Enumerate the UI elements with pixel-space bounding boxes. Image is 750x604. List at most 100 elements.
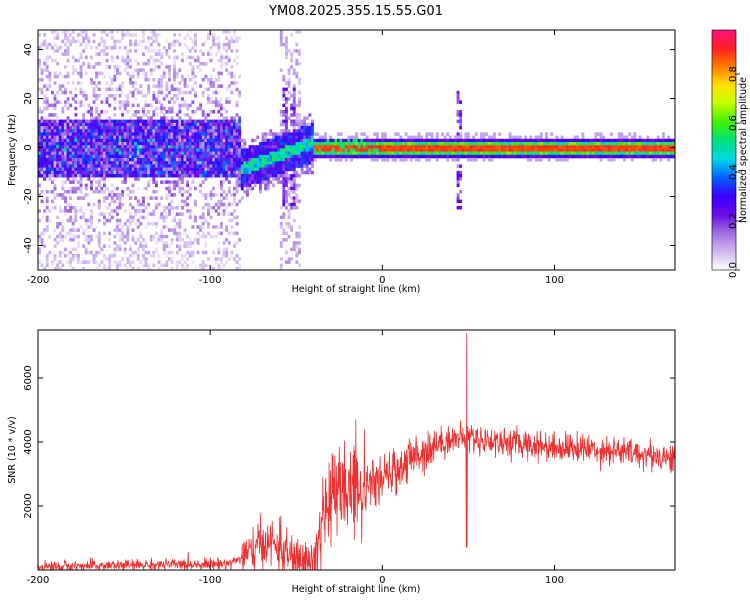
spectrogram-cell bbox=[84, 148, 88, 152]
spectrogram-cell bbox=[282, 231, 286, 236]
spectrogram-cell bbox=[126, 33, 130, 37]
spectrogram-cell bbox=[456, 97, 460, 101]
spectrogram-cell bbox=[316, 138, 320, 143]
spectrogram-cell bbox=[292, 154, 296, 159]
spectrogram-cell bbox=[370, 158, 374, 162]
spectrogram-cell bbox=[152, 174, 156, 178]
spectrogram-cell bbox=[56, 122, 60, 127]
spectrogram-cell bbox=[136, 218, 140, 223]
spectrogram-cell bbox=[194, 158, 197, 162]
spectrogram-cell bbox=[152, 254, 156, 258]
spectrogram-cell bbox=[207, 81, 210, 85]
spectrogram-cell bbox=[103, 46, 106, 50]
spectrogram-cell bbox=[175, 244, 179, 248]
spectrogram-cell bbox=[547, 154, 551, 159]
spectrogram-cell bbox=[456, 183, 460, 188]
spectrogram-cell bbox=[272, 161, 275, 165]
spectrogram-cell bbox=[95, 46, 99, 50]
spectrogram-cell bbox=[186, 161, 190, 165]
spectrogram-cell bbox=[165, 260, 169, 264]
spectrogram-cell bbox=[266, 142, 270, 146]
spectrogram-cell bbox=[100, 247, 104, 252]
spectrogram-cell bbox=[238, 177, 242, 181]
spectrogram-cell bbox=[118, 218, 122, 223]
spectrogram-cell bbox=[108, 87, 112, 92]
spectrogram-cell bbox=[116, 222, 119, 226]
spectrogram-cell bbox=[409, 145, 413, 149]
spectrogram-cell bbox=[118, 238, 122, 242]
spectrogram-cell bbox=[58, 145, 62, 149]
spectrogram-cell bbox=[108, 122, 112, 127]
spectrogram-cell bbox=[191, 122, 195, 127]
spectrogram-cell bbox=[303, 135, 307, 140]
spectrogram-cell bbox=[298, 231, 301, 236]
spectrogram-cell bbox=[82, 129, 86, 133]
spectrogram-cell bbox=[243, 170, 247, 175]
spectrogram-cell bbox=[168, 42, 171, 47]
spectrogram-cell bbox=[207, 78, 210, 82]
spectrogram-cell bbox=[285, 39, 288, 44]
spectrogram-cell bbox=[53, 238, 57, 242]
spectrogram-cell bbox=[157, 126, 161, 130]
spectrogram-cell bbox=[282, 202, 286, 207]
spectrogram-cell bbox=[227, 46, 231, 50]
spectrogram-cell bbox=[97, 71, 101, 76]
spectrogram-cell bbox=[165, 154, 169, 159]
spectrogram-cell bbox=[240, 138, 244, 143]
spectrogram-cell bbox=[139, 241, 143, 245]
spectrogram-cell bbox=[79, 126, 83, 130]
spectrogram-cell bbox=[82, 260, 86, 264]
spectrogram-cell bbox=[64, 90, 67, 95]
spectrogram-cell bbox=[45, 138, 49, 143]
spectrogram-cell bbox=[376, 132, 379, 136]
spectrogram-cell bbox=[48, 132, 52, 136]
spectrogram-cell bbox=[157, 202, 161, 207]
spectrogram-cell bbox=[116, 206, 119, 210]
spectrogram-cell bbox=[77, 186, 80, 191]
spectrogram-cell bbox=[485, 151, 489, 156]
spectrogram-cell bbox=[144, 113, 148, 117]
spectrogram-cell bbox=[186, 106, 190, 111]
spectrogram-cell bbox=[147, 142, 151, 146]
spectrogram-cell bbox=[136, 174, 140, 178]
spectrogram-cell bbox=[337, 151, 340, 156]
spectrogram-cell bbox=[178, 110, 182, 114]
spectrogram-cell bbox=[272, 177, 275, 181]
spectrogram-cell bbox=[134, 33, 138, 37]
spectrogram-cell bbox=[144, 250, 148, 255]
spectrogram-cell bbox=[105, 110, 109, 114]
spectrogram-cell bbox=[209, 78, 213, 82]
spectrogram-cell bbox=[490, 148, 494, 152]
spectrogram-cell bbox=[305, 126, 309, 130]
spectrogram-cell bbox=[217, 116, 221, 120]
spectrogram-cell bbox=[298, 263, 301, 268]
spectrogram-cell bbox=[181, 103, 184, 108]
spectrogram-cell bbox=[95, 94, 99, 98]
spectrogram-cell bbox=[235, 190, 239, 194]
spectrogram-cell bbox=[202, 270, 205, 274]
spectrogram-cell bbox=[563, 145, 567, 149]
spectrogram-cell bbox=[134, 132, 138, 136]
spectrogram-cell bbox=[56, 263, 60, 268]
snr-x-tick-label: -100 bbox=[199, 575, 222, 586]
spectrogram-cell bbox=[347, 148, 351, 152]
spectrogram-cell bbox=[233, 215, 236, 220]
spectrogram-cell bbox=[274, 177, 278, 181]
spectrogram-cell bbox=[311, 164, 314, 168]
spectrogram-cell bbox=[207, 97, 210, 101]
spectrogram-cell bbox=[290, 206, 294, 210]
spectrogram-cell bbox=[204, 113, 208, 117]
spectrogram-cell bbox=[279, 30, 283, 34]
spectrogram-cell bbox=[282, 110, 286, 114]
spectrogram-cell bbox=[602, 154, 606, 159]
spectrogram-cell bbox=[113, 174, 117, 178]
spectrogram-cell bbox=[162, 116, 166, 120]
spectrogram-cell bbox=[142, 167, 145, 172]
spectrogram-cell bbox=[430, 135, 434, 140]
spectrogram-cell bbox=[656, 154, 660, 159]
spectrogram-cell bbox=[207, 113, 210, 117]
spectrogram-cell bbox=[217, 145, 221, 149]
spectrogram-cell bbox=[612, 148, 616, 152]
spectrogram-cell bbox=[417, 142, 421, 146]
spectrogram-cell bbox=[40, 190, 44, 194]
